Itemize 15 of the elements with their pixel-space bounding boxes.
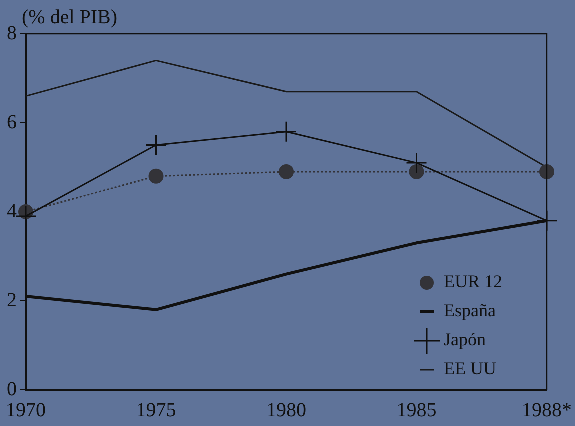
legend-label: EE UU	[444, 358, 496, 379]
legend-label: España	[444, 300, 496, 321]
x-tick-label: 1975	[136, 399, 176, 422]
x-tick-label: 1980	[266, 399, 306, 422]
y-tick-label: 6	[7, 111, 17, 134]
y-tick-label: 2	[7, 289, 17, 312]
y-axis-title: (% del PIB)	[22, 6, 118, 28]
y-tick-label: 8	[7, 22, 17, 44]
x-tick-label: 1970	[6, 399, 46, 422]
legend-label: Japón	[444, 330, 486, 350]
x-tick-label: 1988*	[522, 399, 572, 422]
y-tick-label: 0	[7, 378, 17, 400]
legend-label: EUR 12	[444, 272, 502, 292]
y-tick-label: 4	[7, 200, 17, 222]
x-tick-label: 1985	[396, 399, 437, 422]
